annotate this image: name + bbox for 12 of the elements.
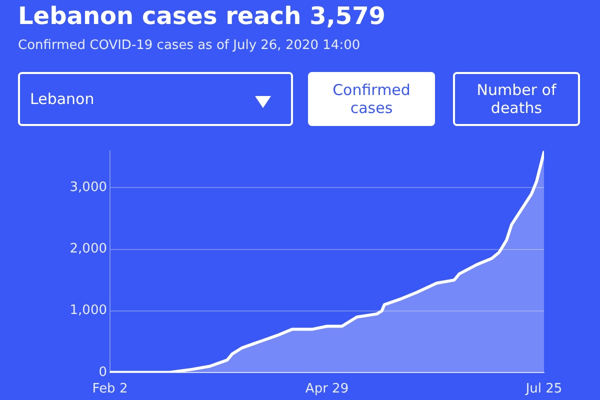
x-tick-label: Apr 29 bbox=[305, 382, 349, 397]
x-tick-label: Jul 25 bbox=[524, 382, 562, 397]
text: Lebanon bbox=[18, 72, 293, 126]
y-tick-label: 3,000 bbox=[70, 180, 107, 196]
text: Number of deaths bbox=[453, 72, 580, 126]
y-tick-label: 0 bbox=[98, 364, 107, 380]
chart-title: Lebanon cases reach 3,579 bbox=[18, 2, 386, 30]
y-tick-label: 1,000 bbox=[70, 303, 107, 318]
y-tick-label: 2,000 bbox=[70, 242, 107, 257]
chart-subtitle: Confirmed COVID-19 cases as of July 26, 2020 14:00 bbox=[18, 38, 360, 53]
text: Confirmed cases bbox=[308, 72, 435, 126]
x-tick-label: Feb 2 bbox=[92, 382, 128, 397]
